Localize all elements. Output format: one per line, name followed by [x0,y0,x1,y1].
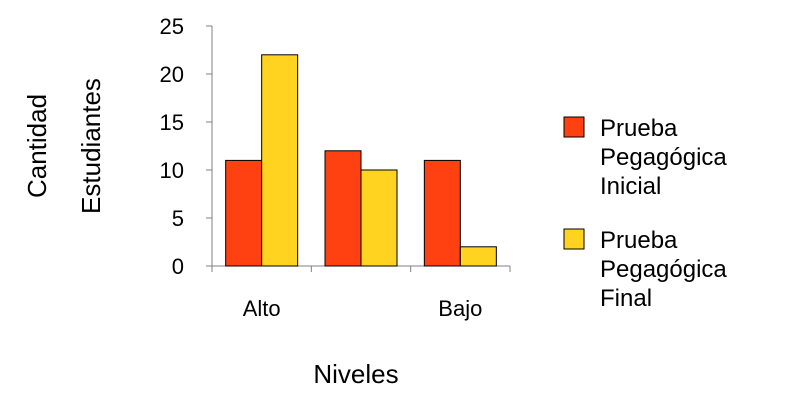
x-tick-label: Alto [243,296,281,321]
y-axis-title-line: Cantidad [22,94,52,198]
x-tick-label: Bajo [438,296,482,321]
y-axis-title-line: Estudiantes [76,78,106,214]
y-tick-label: 25 [160,14,184,39]
bar [261,54,299,267]
legend-label: Prueba [600,227,678,254]
y-tick-label: 20 [160,62,184,87]
bars [225,54,497,267]
legend-label: Final [600,285,652,312]
legend-swatch [563,228,585,250]
bar [225,159,263,267]
legend-label: Pegagógica [600,256,727,283]
ticks: 0 5 10 15 20 25 Alto Bajo [160,14,483,321]
bar [360,169,398,267]
legend-label: Pegagógica [600,144,727,171]
y-tick-label: 15 [160,110,184,135]
legend: PruebaPegagógicaInicialPruebaPegagógicaF… [563,115,727,312]
y-tick-label: 0 [172,254,184,279]
bar [459,246,497,267]
legend-label: Inicial [600,173,661,200]
legend-swatch [563,116,585,138]
x-axis-title: Niveles [313,359,398,389]
bar [423,159,461,267]
legend-label: Prueba [600,115,678,142]
y-tick-label: 10 [160,158,184,183]
bar [324,150,362,267]
axis-titles: Niveles Cantidad Estudiantes [22,78,399,389]
y-tick-label: 5 [172,206,184,231]
